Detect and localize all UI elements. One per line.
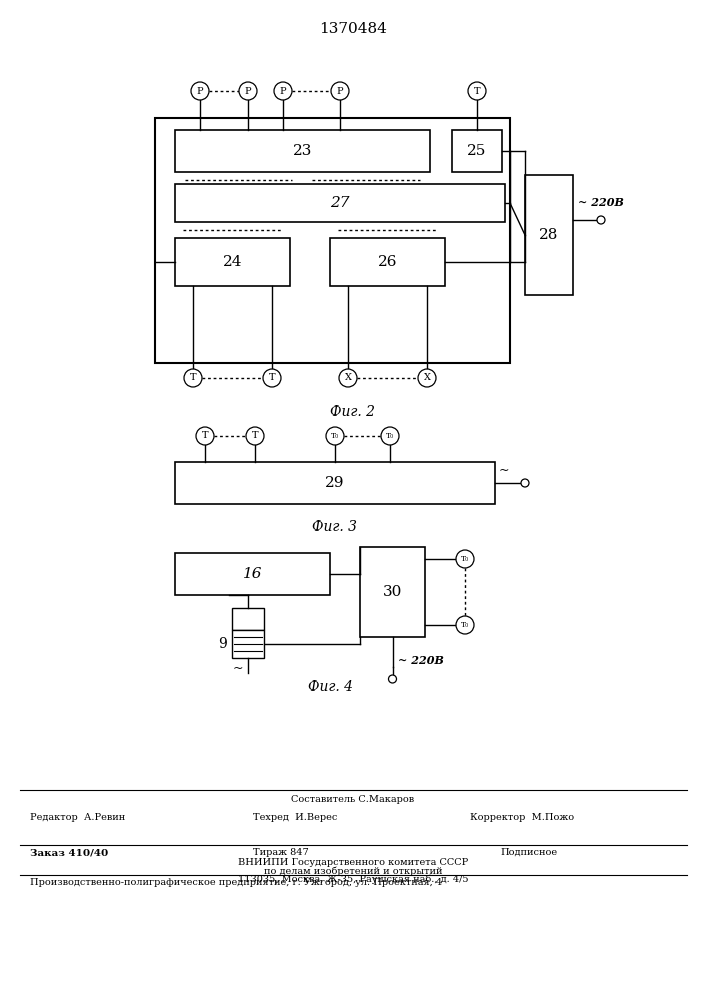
Text: 113035, Москва, Ж-35, Раушская наб., д. 4/5: 113035, Москва, Ж-35, Раушская наб., д. … <box>238 874 468 884</box>
Bar <box>232 630 264 658</box>
Text: T: T <box>269 373 275 382</box>
Circle shape <box>456 616 474 634</box>
Text: Составитель С.Макаров: Составитель С.Макаров <box>291 795 414 804</box>
Text: T₀: T₀ <box>386 432 394 440</box>
Text: Подписное: Подписное <box>500 848 557 857</box>
Bar <box>175 238 290 286</box>
Text: T: T <box>201 432 209 440</box>
Text: P: P <box>337 87 344 96</box>
Text: Корректор  М.Пожо: Корректор М.Пожо <box>470 813 574 822</box>
Text: ~: ~ <box>499 464 510 477</box>
Text: 26: 26 <box>378 255 397 269</box>
Bar <box>330 238 445 286</box>
Circle shape <box>456 550 474 568</box>
Text: T₀: T₀ <box>461 621 469 629</box>
Text: 28: 28 <box>539 228 559 242</box>
Circle shape <box>331 82 349 100</box>
Text: T: T <box>252 432 258 440</box>
Text: T: T <box>474 87 480 96</box>
Circle shape <box>339 369 357 387</box>
Text: Производственно-полиграфическое предприятие, г. Ужгород, ул. Проектная, 4: Производственно-полиграфическое предприя… <box>30 878 442 887</box>
Text: 29: 29 <box>325 476 345 490</box>
Text: P: P <box>280 87 286 96</box>
Text: Тираж 847: Тираж 847 <box>253 848 309 857</box>
Text: Редактор  А.Ревин: Редактор А.Ревин <box>30 813 125 822</box>
Bar <box>175 462 495 504</box>
Text: X: X <box>423 373 431 382</box>
Text: 9: 9 <box>218 637 227 651</box>
Circle shape <box>521 479 529 487</box>
Text: ~ 220В: ~ 220В <box>397 655 443 666</box>
Text: 25: 25 <box>467 144 486 158</box>
Circle shape <box>246 427 264 445</box>
Text: X: X <box>344 373 351 382</box>
Circle shape <box>597 216 605 224</box>
Bar <box>155 118 510 363</box>
Circle shape <box>326 427 344 445</box>
Text: 23: 23 <box>293 144 312 158</box>
Bar <box>232 608 264 630</box>
Bar <box>452 130 502 172</box>
Text: Фиг. 3: Фиг. 3 <box>312 520 358 534</box>
Text: 16: 16 <box>243 567 262 581</box>
Bar <box>360 547 425 637</box>
Circle shape <box>263 369 281 387</box>
Circle shape <box>191 82 209 100</box>
Text: ВНИИПИ Государственного комитета СССР: ВНИИПИ Государственного комитета СССР <box>238 858 468 867</box>
Text: T₀: T₀ <box>461 555 469 563</box>
Text: P: P <box>245 87 251 96</box>
Circle shape <box>389 675 397 683</box>
Circle shape <box>468 82 486 100</box>
Text: 27: 27 <box>330 196 350 210</box>
Bar <box>175 130 430 172</box>
Text: ~ 220В: ~ 220В <box>578 198 624 209</box>
Text: 1370484: 1370484 <box>319 22 387 36</box>
Text: Техред  И.Верес: Техред И.Верес <box>253 813 337 822</box>
Text: Фиг. 4: Фиг. 4 <box>308 680 353 694</box>
Circle shape <box>418 369 436 387</box>
Text: 30: 30 <box>382 585 402 599</box>
Bar <box>525 175 573 295</box>
Circle shape <box>184 369 202 387</box>
Text: P: P <box>197 87 204 96</box>
Text: T: T <box>189 373 197 382</box>
Circle shape <box>274 82 292 100</box>
Text: 24: 24 <box>223 255 243 269</box>
Text: Фиг. 2: Фиг. 2 <box>330 405 375 419</box>
Bar <box>175 184 505 222</box>
Circle shape <box>196 427 214 445</box>
Circle shape <box>381 427 399 445</box>
Text: ~: ~ <box>233 662 243 674</box>
Text: T₀: T₀ <box>331 432 339 440</box>
Text: по делам изобретений и открытий: по делам изобретений и открытий <box>264 866 443 876</box>
Circle shape <box>239 82 257 100</box>
Text: Заказ 410/40: Заказ 410/40 <box>30 848 108 857</box>
Bar <box>175 553 330 595</box>
